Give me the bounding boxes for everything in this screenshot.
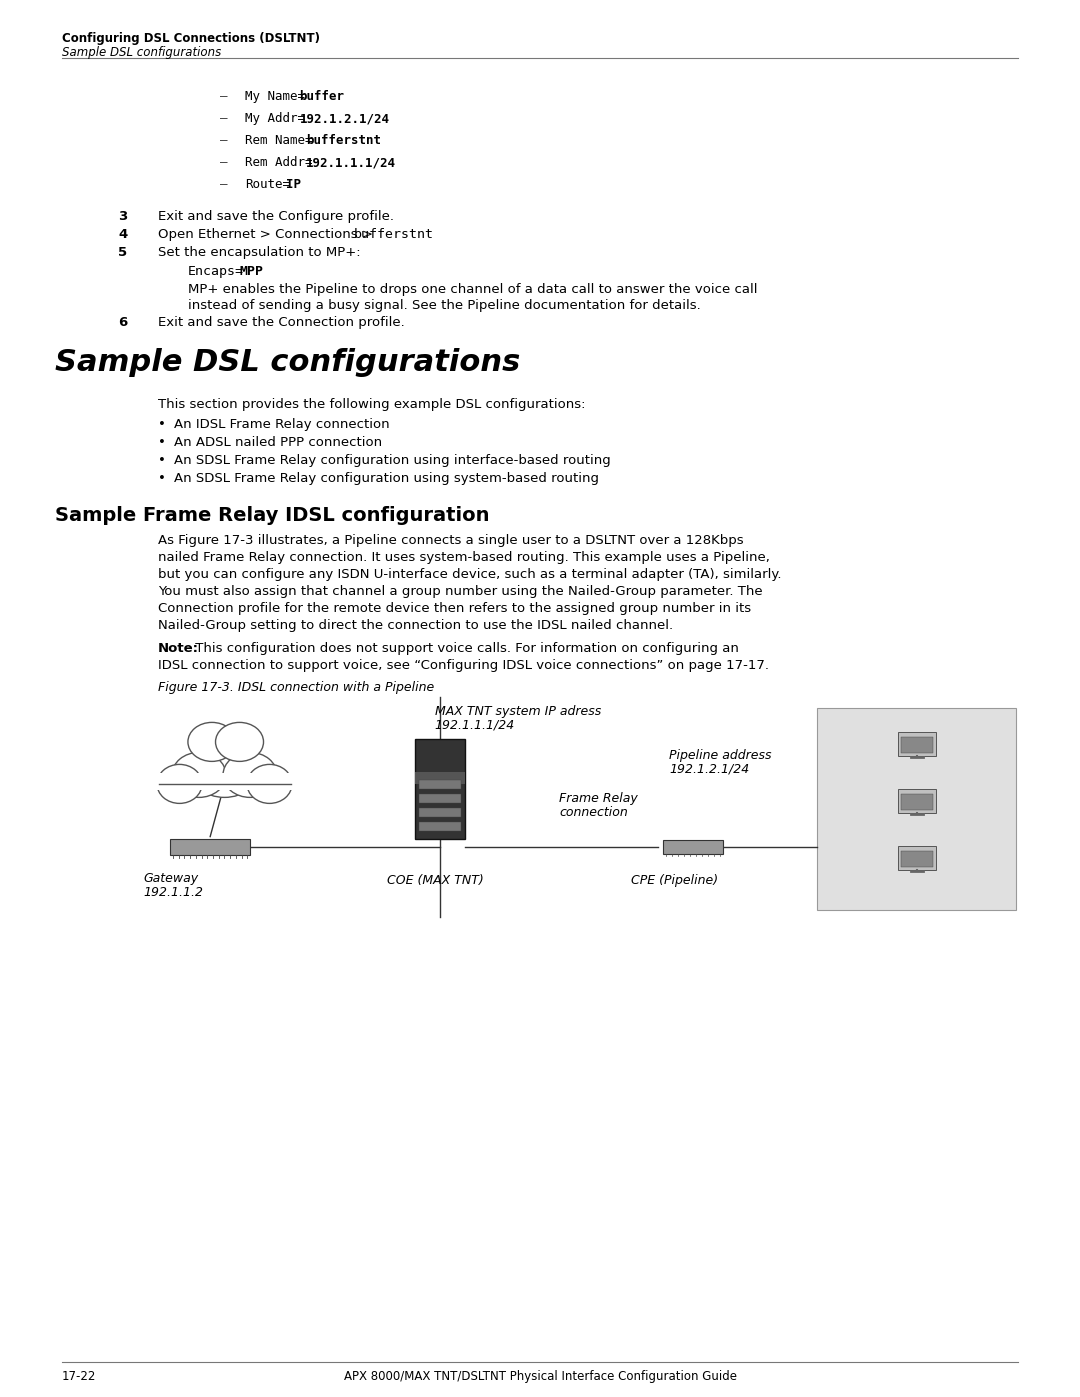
Ellipse shape [189, 738, 260, 798]
Text: COE (MAX TNT): COE (MAX TNT) [387, 875, 484, 887]
Text: but you can configure any ISDN U-interface device, such as a terminal adapter (T: but you can configure any ISDN U-interfa… [158, 569, 782, 581]
Text: –: – [220, 134, 228, 147]
FancyBboxPatch shape [663, 840, 723, 854]
Ellipse shape [224, 753, 276, 798]
FancyBboxPatch shape [901, 851, 933, 866]
FancyBboxPatch shape [818, 708, 1016, 911]
Text: •: • [158, 418, 166, 432]
Text: –: – [220, 89, 228, 103]
Text: connection: connection [559, 806, 627, 819]
Ellipse shape [247, 764, 292, 803]
Text: Connection profile for the remote device then refers to the assigned group numbe: Connection profile for the remote device… [158, 602, 751, 615]
Text: 4: 4 [118, 228, 127, 242]
Text: Note:: Note: [158, 643, 199, 655]
Text: –: – [220, 112, 228, 124]
Ellipse shape [157, 764, 202, 803]
Ellipse shape [188, 722, 235, 761]
Text: An IDSL Frame Relay connection: An IDSL Frame Relay connection [174, 418, 390, 432]
Text: Pipeline address: Pipeline address [670, 749, 771, 761]
Text: 5: 5 [118, 246, 127, 258]
Text: Frame Relay: Frame Relay [559, 792, 638, 805]
Text: MP+ enables the Pipeline to drops one channel of a data call to answer the voice: MP+ enables the Pipeline to drops one ch… [188, 284, 757, 296]
Text: nailed Frame Relay connection. It uses system-based routing. This example uses a: nailed Frame Relay connection. It uses s… [158, 550, 770, 564]
FancyBboxPatch shape [901, 793, 933, 810]
Text: MPP: MPP [240, 265, 264, 278]
Text: •: • [158, 472, 166, 485]
Text: Sample Frame Relay IDSL configuration: Sample Frame Relay IDSL configuration [55, 506, 489, 525]
Text: Configuring DSL Connections (DSLTNT): Configuring DSL Connections (DSLTNT) [62, 32, 320, 45]
Text: Route=: Route= [245, 177, 291, 191]
Text: An ADSL nailed PPP connection: An ADSL nailed PPP connection [174, 436, 382, 448]
FancyBboxPatch shape [171, 838, 251, 855]
Text: 3: 3 [118, 210, 127, 224]
Text: Set the encapsulation to MP+:: Set the encapsulation to MP+: [158, 246, 361, 258]
FancyBboxPatch shape [415, 739, 464, 840]
Text: Exit and save the Connection profile.: Exit and save the Connection profile. [158, 316, 405, 330]
FancyBboxPatch shape [419, 795, 461, 803]
Text: An SDSL Frame Relay configuration using interface-based routing: An SDSL Frame Relay configuration using … [174, 454, 611, 467]
FancyBboxPatch shape [415, 773, 464, 784]
Text: IDSL connection to support voice, see “Configuring IDSL voice connections” on pa: IDSL connection to support voice, see “C… [158, 659, 769, 672]
Text: –: – [220, 156, 228, 169]
Text: 192.1.1.1/24: 192.1.1.1/24 [307, 156, 396, 169]
Text: My Name=: My Name= [245, 89, 305, 103]
Text: 192.1.2.1/24: 192.1.2.1/24 [670, 763, 750, 775]
Text: MAX TNT system IP adress: MAX TNT system IP adress [435, 705, 602, 718]
Text: This configuration does not support voice calls. For information on configuring : This configuration does not support voic… [191, 643, 739, 655]
Text: This section provides the following example DSL configurations:: This section provides the following exam… [158, 398, 585, 411]
FancyBboxPatch shape [897, 845, 935, 870]
Text: •: • [158, 436, 166, 448]
Text: Figure 17-3. IDSL connection with a Pipeline: Figure 17-3. IDSL connection with a Pipe… [158, 680, 434, 694]
FancyBboxPatch shape [901, 738, 933, 753]
Text: 192.1.2.1/24: 192.1.2.1/24 [299, 112, 390, 124]
Text: Rem Name=: Rem Name= [245, 134, 312, 147]
Text: •: • [158, 454, 166, 467]
Text: Rem Addr=: Rem Addr= [245, 156, 312, 169]
FancyBboxPatch shape [419, 781, 461, 789]
Text: APX 8000/MAX TNT/DSLTNT Physical Interface Configuration Guide: APX 8000/MAX TNT/DSLTNT Physical Interfa… [343, 1370, 737, 1383]
Text: Open Ethernet > Connections >: Open Ethernet > Connections > [158, 228, 377, 242]
FancyBboxPatch shape [897, 789, 935, 813]
Text: Gateway: Gateway [144, 872, 199, 886]
Text: 192.1.1.2: 192.1.1.2 [144, 886, 203, 900]
Text: As Figure 17-3 illustrates, a Pipeline connects a single user to a DSLTNT over a: As Figure 17-3 illustrates, a Pipeline c… [158, 534, 744, 548]
Text: bufferstnt: bufferstnt [354, 228, 434, 242]
Text: buffer: buffer [299, 89, 345, 103]
Text: Exit and save the Configure profile.: Exit and save the Configure profile. [158, 210, 394, 224]
Bar [156, 774, 294, 789]
Text: 6: 6 [118, 316, 127, 330]
Ellipse shape [172, 753, 226, 798]
Text: CPE (Pipeline): CPE (Pipeline) [631, 875, 718, 887]
FancyBboxPatch shape [419, 809, 461, 817]
Text: –: – [220, 177, 228, 191]
FancyBboxPatch shape [419, 823, 461, 831]
Text: bufferstnt: bufferstnt [307, 134, 381, 147]
Text: You must also assign that channel a group number using the Nailed-Group paramete: You must also assign that channel a grou… [158, 585, 762, 598]
Text: My Addr=: My Addr= [245, 112, 305, 124]
Text: Encaps=: Encaps= [188, 265, 244, 278]
Ellipse shape [216, 722, 264, 761]
Text: IP: IP [286, 177, 301, 191]
Text: instead of sending a busy signal. See the Pipeline documentation for details.: instead of sending a busy signal. See th… [188, 299, 701, 312]
Text: Sample DSL configurations: Sample DSL configurations [62, 46, 221, 59]
Text: An SDSL Frame Relay configuration using system-based routing: An SDSL Frame Relay configuration using … [174, 472, 599, 485]
Text: Sample DSL configurations: Sample DSL configurations [55, 348, 521, 377]
Text: Nailed-Group setting to direct the connection to use the IDSL nailed channel.: Nailed-Group setting to direct the conne… [158, 619, 673, 631]
Text: 192.1.1.1/24: 192.1.1.1/24 [435, 719, 515, 732]
Text: 17-22: 17-22 [62, 1370, 96, 1383]
FancyBboxPatch shape [897, 732, 935, 756]
